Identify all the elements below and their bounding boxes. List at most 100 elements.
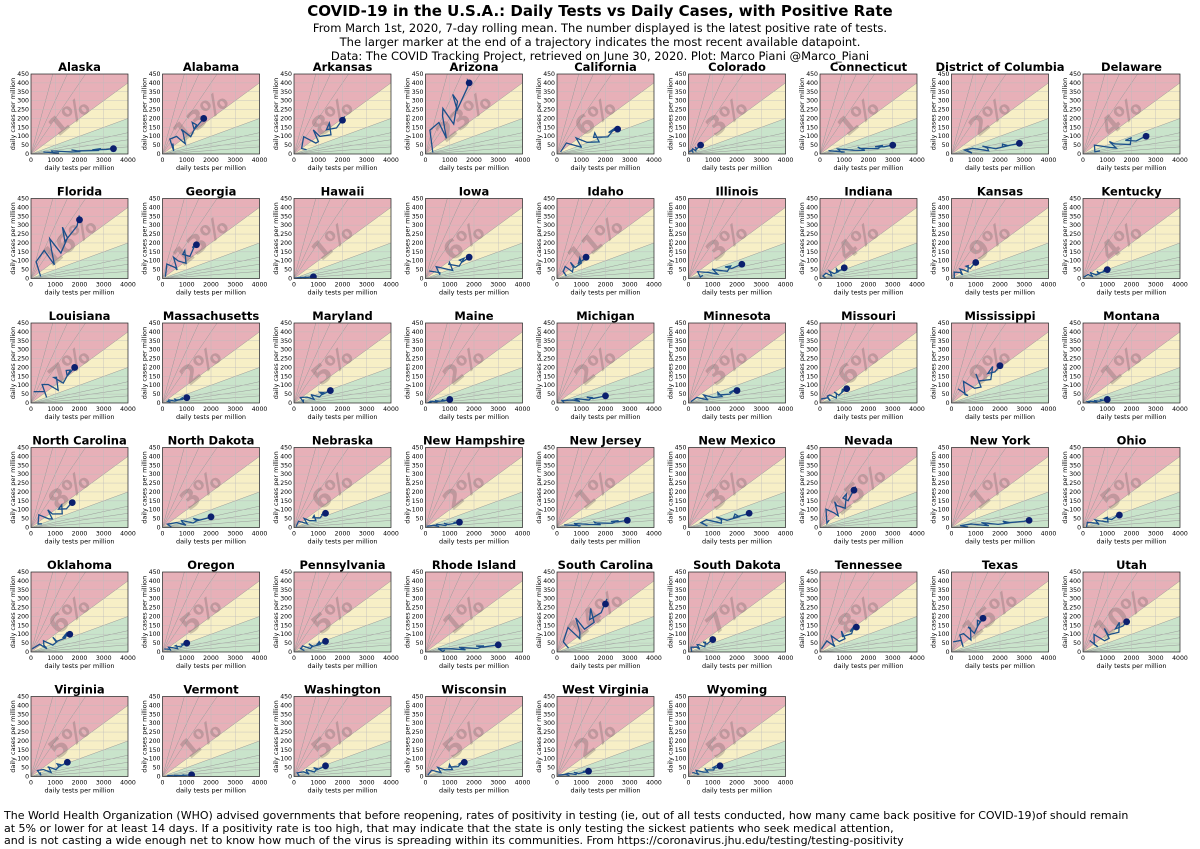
y-axis-label: daily cases per million — [9, 202, 17, 275]
panel-title: California — [574, 60, 637, 74]
rate-line — [820, 74, 857, 154]
x-axis-label: daily tests per million — [439, 662, 509, 670]
rate-line — [31, 323, 68, 403]
y-tick-label: 300 — [149, 471, 161, 478]
panel-title: West Virginia — [562, 683, 649, 697]
panel-title: Connecticut — [830, 60, 908, 74]
latest-datapoint-marker — [745, 509, 753, 517]
latest-datapoint-marker — [979, 614, 987, 622]
y-tick-label: 100 — [280, 258, 292, 265]
y-tick-label: 150 — [675, 373, 687, 380]
rate-line — [425, 74, 448, 154]
y-tick-label: 150 — [17, 373, 29, 380]
y-tick-label: 0 — [683, 525, 687, 532]
x-tick-label: 3000 — [227, 282, 243, 289]
y-tick-label: 350 — [412, 462, 424, 469]
x-tick-label: 3000 — [753, 406, 769, 413]
x-tick-label: 3000 — [359, 531, 375, 538]
y-tick-label: 150 — [1069, 622, 1081, 629]
y-tick-label: 200 — [280, 240, 292, 247]
axes-frame — [293, 73, 392, 155]
x-tick-label: 2000 — [466, 655, 482, 662]
x-tick-label: 0 — [424, 531, 428, 538]
y-tick-label: 150 — [543, 373, 555, 380]
x-tick-label: 2000 — [335, 406, 351, 413]
rate-line — [951, 572, 974, 652]
y-tick-label: 200 — [149, 115, 161, 122]
rate-line — [820, 198, 875, 279]
x-tick-label: 0 — [161, 531, 165, 538]
rate-line — [425, 323, 463, 403]
y-tick-label: 200 — [675, 364, 687, 371]
x-tick-label: 1000 — [836, 531, 852, 538]
rate-line — [425, 696, 448, 777]
y-tick-label: 200 — [149, 364, 161, 371]
x-tick-label: 1000 — [968, 406, 984, 413]
x-tick-label: 1000 — [47, 406, 63, 413]
y-tick-label: 100 — [1069, 382, 1081, 389]
rate-line — [1083, 447, 1106, 528]
rate-line — [688, 323, 711, 403]
x-tick-label: 0 — [1081, 531, 1085, 538]
y-tick-label: 0 — [157, 525, 161, 532]
y-tick-label: 200 — [412, 240, 424, 247]
y-tick-label: 400 — [543, 329, 555, 336]
rate-line — [951, 74, 1007, 154]
y-tick-label: 50 — [416, 267, 424, 274]
y-tick-label: 250 — [543, 480, 555, 487]
y-tick-label: 150 — [412, 622, 424, 629]
y-tick-label: 350 — [938, 213, 950, 220]
y-tick-label: 250 — [280, 729, 292, 736]
x-tick-label: 2000 — [992, 282, 1008, 289]
y-tick-label: 400 — [806, 80, 818, 87]
rate-bands: 6% — [557, 74, 654, 154]
trajectory-line — [1089, 621, 1128, 648]
state-panel-new-hampshire: 2%New Hampshire 0 1000 2000 3000 4000 0 50 100 15… — [404, 434, 531, 546]
panel-title: Idaho — [587, 185, 623, 199]
state-panel-mississippi: 9%Mississippi 0 1000 2000 3000 4000 0 50 100 150 2… — [930, 309, 1057, 421]
y-tick-label: 150 — [280, 498, 292, 505]
y-tick-label: 150 — [17, 498, 29, 505]
x-tick-label: 2000 — [1124, 406, 1140, 413]
y-tick-label: 200 — [149, 489, 161, 496]
x-tick-label: 4000 — [1041, 406, 1057, 413]
subtitle-line-3: Data: The COVID Tracking Project, retrie… — [330, 49, 870, 63]
y-tick-label: 150 — [675, 124, 687, 131]
x-tick-label: 1000 — [836, 282, 852, 289]
rate-line — [31, 572, 68, 652]
axes-frame — [819, 73, 918, 155]
y-tick-label: 100 — [412, 631, 424, 638]
rate-line — [557, 74, 612, 154]
axes-frame — [951, 571, 1049, 653]
y-tick-label: 450 — [938, 196, 950, 203]
x-axis-label: daily tests per million — [44, 787, 114, 795]
rate-line — [162, 74, 185, 154]
x-tick-label: 3000 — [490, 780, 506, 787]
x-tick-label: 0 — [161, 282, 165, 289]
rate-line — [31, 696, 68, 777]
rate-line — [31, 572, 86, 652]
x-tick-label: 0 — [950, 655, 954, 662]
y-axis-label: daily cases per million — [272, 451, 280, 524]
y-axis-label: daily cases per million — [667, 78, 675, 151]
y-tick-label: 200 — [543, 489, 555, 496]
state-panel-new-jersey: 1%New Jersey 0 1000 2000 3000 4000 0 50 100 150 20… — [535, 434, 662, 546]
y-tick-label: 400 — [17, 453, 29, 460]
state-panel-hawaii: 1%Hawaii 0 1000 2000 3000 4000 0 50 100 150 200 250… — [272, 185, 399, 297]
y-tick-label: 400 — [1069, 453, 1081, 460]
y-tick-label: 150 — [543, 622, 555, 629]
y-tick-label: 350 — [806, 462, 818, 469]
axes-frame — [951, 447, 1049, 528]
panel-title: Georgia — [186, 185, 237, 199]
y-tick-label: 150 — [543, 124, 555, 131]
rate-line — [820, 198, 843, 279]
state-panel-colorado: 3%Colorado 0 1000 2000 3000 4000 0 50 100 150 2002… — [667, 60, 794, 172]
x-tick-label: 0 — [29, 406, 33, 413]
x-tick-label: 3000 — [96, 157, 112, 164]
x-tick-label: 2000 — [335, 780, 351, 787]
x-axis-label: daily tests per million — [307, 662, 377, 670]
y-tick-label: 250 — [1069, 605, 1081, 612]
rate-line — [425, 198, 463, 279]
y-tick-label: 300 — [280, 720, 292, 727]
y-tick-label: 0 — [25, 276, 29, 283]
